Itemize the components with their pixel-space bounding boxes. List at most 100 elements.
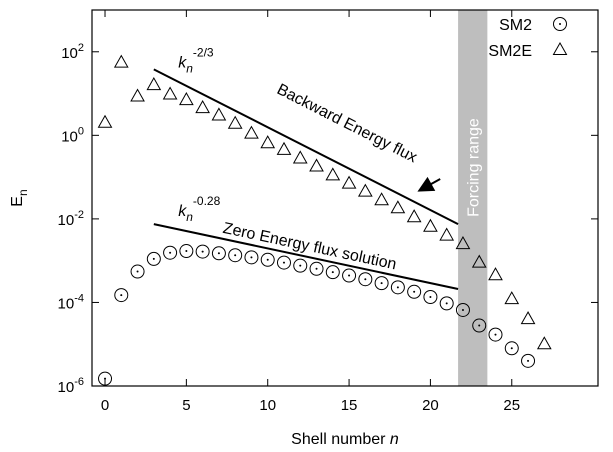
sm2-point <box>163 245 178 260</box>
sm2-point <box>504 341 519 356</box>
slope1-sub: n <box>186 61 193 75</box>
y-tick-base: 10 <box>58 295 75 312</box>
sm2e-point <box>455 236 471 250</box>
x-tick-label: 0 <box>101 397 109 414</box>
legend: SM2 SM2E <box>488 17 568 60</box>
y-tick-exp: 2 <box>78 42 84 54</box>
sm2-point <box>195 244 210 259</box>
reference-lines <box>153 68 459 290</box>
y-tick-label: 10-4 <box>58 292 84 312</box>
sm2-point <box>374 276 389 291</box>
sm2-point-dot <box>120 294 123 297</box>
sm2-point-dot <box>494 333 497 336</box>
sm2-point-dot <box>510 347 513 350</box>
sm2e-point <box>374 192 389 206</box>
sm2-point-dot <box>185 250 188 253</box>
sm2e-point <box>146 77 162 91</box>
x-axis-title-var: n <box>390 431 399 448</box>
sm2-point <box>244 250 259 265</box>
sm2-point <box>423 289 438 304</box>
legend-marker-sm2e <box>552 41 568 56</box>
sm2-point <box>211 246 226 261</box>
legend-label-sm2e: SM2E <box>488 43 532 60</box>
sm2-point-dot <box>380 282 383 285</box>
y-tick-exp: -6 <box>74 376 84 388</box>
y-axis-title-sub: n <box>16 189 30 196</box>
sm2-point <box>342 268 357 283</box>
sm2-point <box>146 251 161 266</box>
legend-circle <box>553 17 567 31</box>
sm2-point <box>390 280 405 295</box>
sm2e-point <box>471 254 487 268</box>
sm2-point <box>309 261 324 276</box>
x-tick-label: 15 <box>341 397 358 414</box>
sm2e-point <box>390 200 406 214</box>
slope2-k: k <box>178 203 187 220</box>
sm2-point-dot <box>396 286 399 289</box>
sm2e-point <box>325 167 341 181</box>
x-tick-label: 5 <box>182 397 190 414</box>
sm2-point <box>472 318 487 333</box>
sm2-point <box>260 252 275 267</box>
slope1-label: kn-2/3 <box>178 45 214 75</box>
slope2-exp: -0.28 <box>193 194 221 208</box>
sm2-point <box>98 371 113 386</box>
sm2-point-dot <box>266 258 269 261</box>
sm2e-point <box>357 183 373 197</box>
sm2-point <box>228 248 243 263</box>
sm2-point <box>276 255 291 270</box>
sm2-point <box>114 288 129 303</box>
sm2e-point <box>536 336 552 350</box>
x-tick-label: 20 <box>422 397 439 414</box>
sm2-point-dot <box>152 257 155 260</box>
backward-flux-label: Backward Energy flux <box>274 81 420 166</box>
y-tick-label: 10-6 <box>58 376 84 396</box>
sm2e-point <box>130 88 145 102</box>
sm2-point <box>293 258 308 273</box>
sm2e-point <box>423 218 438 232</box>
legend-marker-sm2 <box>553 17 567 31</box>
x-axis-title-text: Shell number <box>291 431 386 448</box>
x-axis-title: Shell number n <box>291 431 399 448</box>
plot-frame <box>91 9 599 387</box>
sm2-point <box>130 264 145 279</box>
sm2-point-dot <box>461 308 464 311</box>
sm2-point-dot <box>217 252 220 255</box>
sm2e-point <box>195 100 210 114</box>
sm2e-point <box>162 86 178 100</box>
sm2-point-dot <box>348 274 351 277</box>
backward-arrow <box>417 176 441 192</box>
sm2e-point <box>520 311 536 325</box>
sm2-point <box>179 244 194 259</box>
y-tick-base: 10 <box>61 128 78 145</box>
y-tick-exp: -4 <box>74 292 84 304</box>
y-tick-base: 10 <box>58 379 75 396</box>
sm2-point <box>488 327 503 342</box>
y-tick-base: 10 <box>61 45 78 62</box>
sm2e-point <box>439 227 455 241</box>
sm2-point <box>325 265 340 280</box>
slope1-k: k <box>178 54 187 71</box>
sm2-point-dot <box>364 278 367 281</box>
sm2e-point <box>244 125 259 139</box>
sm2e-point <box>504 291 520 305</box>
sm2-point <box>439 296 454 311</box>
sm2e-point <box>97 114 113 128</box>
sm2e-point <box>113 54 129 68</box>
sm2e-point <box>276 141 292 155</box>
data-points <box>97 54 552 386</box>
y-tick-label: 102 <box>61 42 84 62</box>
sm2-point-dot <box>234 254 237 257</box>
legend-circle-dot <box>559 23 561 25</box>
sm2e-point <box>292 150 308 164</box>
legend-triangle <box>552 41 568 56</box>
sm2e-point <box>406 209 422 223</box>
y-axis-title-text: E <box>9 196 26 207</box>
axis-titles: Shell number n En <box>9 189 399 448</box>
legend-label-sm2: SM2 <box>499 17 532 34</box>
sm2-point-dot <box>445 302 448 305</box>
sm2e-point <box>488 267 503 281</box>
forcing-range-label: Forcing range <box>466 118 483 217</box>
slope1-exp: -2/3 <box>193 45 214 59</box>
